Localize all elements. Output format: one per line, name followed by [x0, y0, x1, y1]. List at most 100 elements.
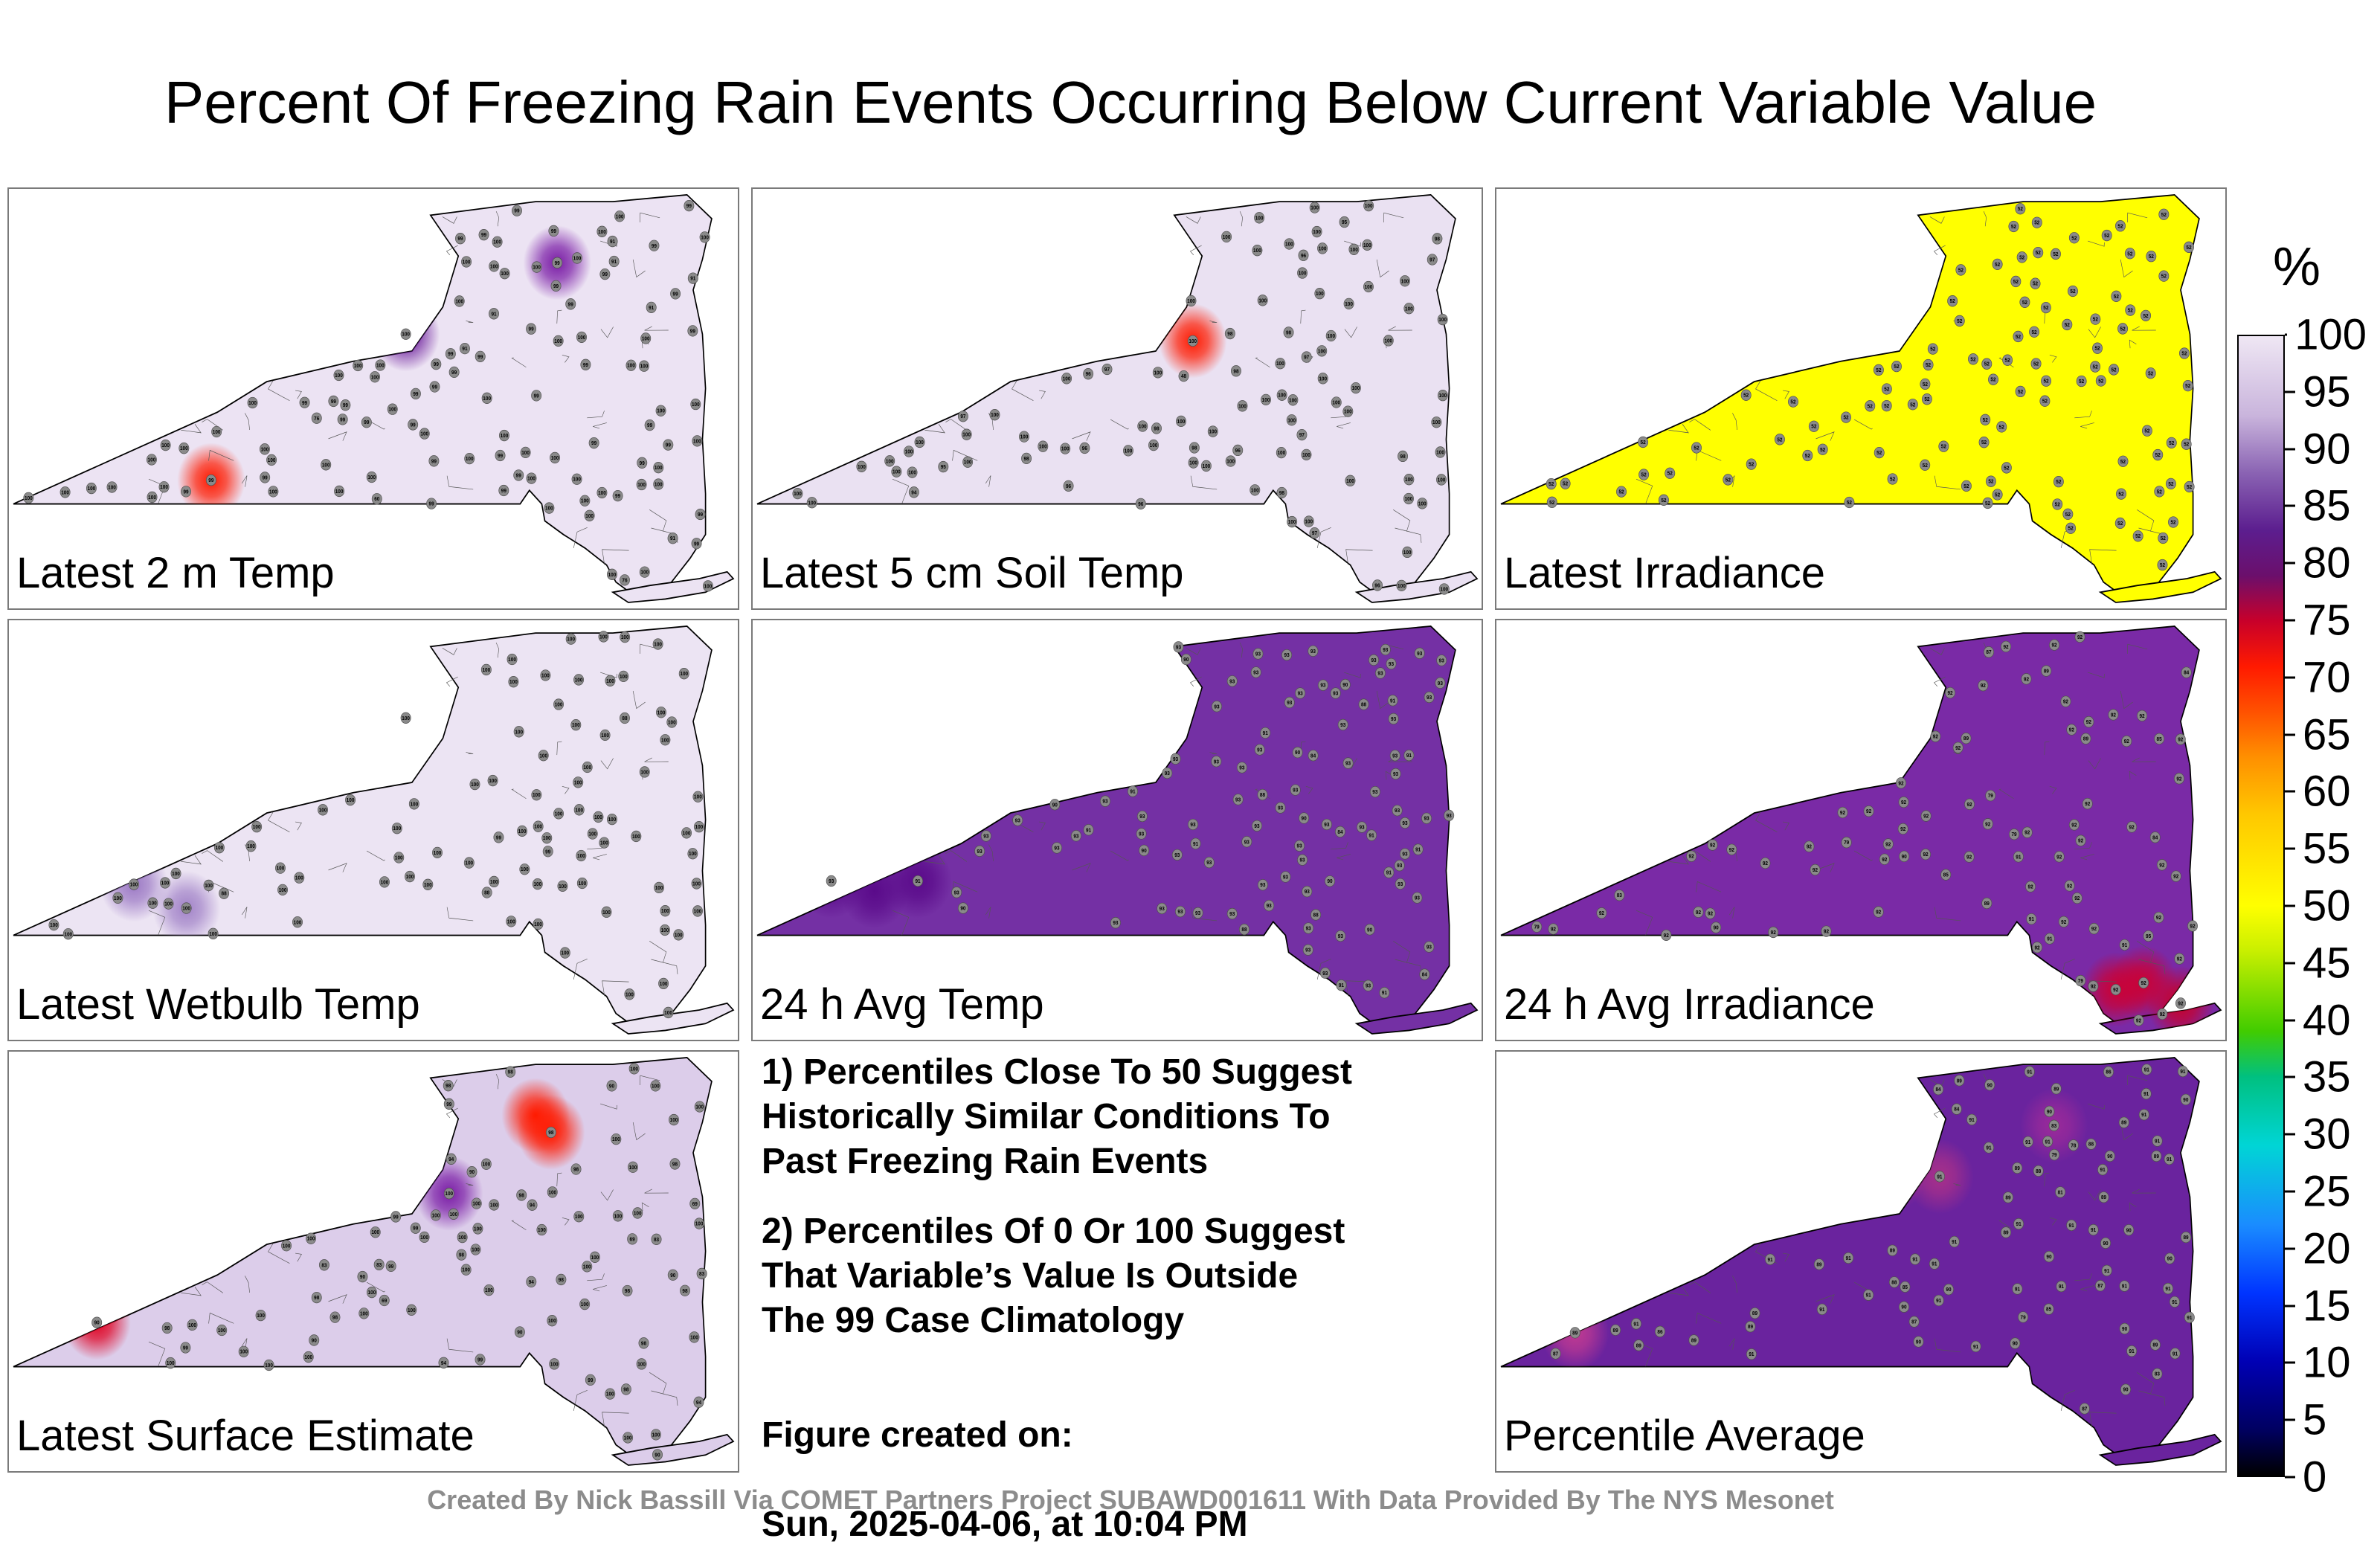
station-value: 100 — [1262, 398, 1270, 403]
station-marker: 99 — [531, 390, 542, 402]
station-value: 92 — [2071, 823, 2077, 828]
station-marker: 91 — [1366, 829, 1377, 841]
station-marker: 91 — [2026, 913, 2037, 925]
station-marker: 90 — [957, 902, 968, 914]
station-value: 100 — [167, 1361, 175, 1366]
station-marker: 100 — [579, 495, 591, 506]
station-value: 92 — [2159, 863, 2164, 868]
station-marker: 52 — [2116, 488, 2126, 500]
station-value: 52 — [1847, 501, 1852, 506]
station-marker: 92 — [2082, 797, 2093, 810]
station-marker: 100 — [517, 825, 527, 837]
station-value: 100 — [637, 483, 646, 488]
station-marker: 93 — [1337, 718, 1348, 731]
station-marker: 100 — [623, 1432, 634, 1444]
station-value: 100 — [1189, 339, 1197, 344]
station-value: 52 — [2128, 308, 2133, 313]
station-value: 100 — [295, 875, 303, 881]
station-value: 85 — [2157, 737, 2162, 742]
station-value: 99 — [183, 1345, 188, 1351]
station-marker: 100 — [907, 466, 918, 478]
station-value: 91 — [2015, 1287, 2020, 1292]
station-value: 93 — [1073, 834, 1078, 839]
station-value: 87 — [2097, 1284, 2103, 1289]
station-marker: 91 — [607, 235, 618, 248]
station-marker: 88 — [2033, 1165, 2044, 1177]
station-value: 92 — [2178, 737, 2183, 742]
station-value: 99 — [481, 233, 486, 238]
station-marker: 100 — [593, 811, 604, 823]
station-marker: 100 — [1187, 335, 1198, 347]
station-value: 98 — [1400, 454, 1406, 460]
station-marker: 96 — [1298, 249, 1309, 261]
station-value: 90 — [2126, 1228, 2132, 1233]
station-marker: 93 — [1295, 687, 1306, 699]
station-marker: 98 — [161, 1322, 173, 1334]
long-island-outline — [2098, 570, 2222, 603]
station-value: 52 — [1990, 377, 1995, 382]
station-value: 100 — [616, 214, 624, 219]
station-value: 100 — [360, 1311, 368, 1316]
station-value: 98 — [1154, 426, 1159, 431]
station-value: 91 — [1912, 1257, 1917, 1262]
station-marker: 100 — [884, 455, 895, 467]
station-value: 83 — [2155, 1371, 2160, 1377]
station-value: 90 — [1142, 849, 1147, 854]
station-marker: 100 — [553, 698, 565, 710]
station-marker: 100 — [1403, 492, 1414, 505]
colorbar-tick: 25 — [2285, 1167, 2367, 1217]
colorbar-tick: 85 — [2285, 481, 2367, 531]
station-value: 92 — [2061, 920, 2066, 925]
station-value: 100 — [261, 447, 269, 452]
station-value: 93 — [1359, 825, 1364, 830]
station-value: 52 — [1749, 462, 1754, 467]
station-marker: 100 — [470, 1244, 481, 1255]
station-marker: 91 — [1933, 1294, 1944, 1307]
station-value: 100 — [347, 798, 355, 803]
station-marker: 100 — [553, 808, 565, 820]
station-marker: 91 — [1631, 1318, 1641, 1330]
station-marker: 100 — [692, 791, 704, 803]
station-value: 97 — [1429, 257, 1435, 263]
station-marker: 91 — [646, 301, 657, 314]
station-value: 100 — [704, 584, 713, 589]
station-marker: 90 — [466, 1166, 477, 1178]
station-marker: 100 — [1417, 498, 1428, 509]
station-marker: 100 — [1325, 329, 1337, 342]
station-value: 100 — [130, 882, 138, 887]
station-value: 52 — [2071, 236, 2077, 241]
station-value: 100 — [612, 1137, 620, 1142]
station-marker: 93 — [1203, 856, 1215, 869]
station-value: 100 — [1020, 434, 1029, 440]
station-value: 99 — [446, 1102, 451, 1107]
station-marker: 85 — [2043, 1303, 2054, 1315]
station-value: 100 — [692, 881, 701, 887]
station-value: 99 — [498, 454, 503, 459]
station-marker: 93 — [1250, 666, 1261, 678]
station-marker: 99 — [429, 381, 440, 393]
station-marker: 84 — [1419, 968, 1430, 980]
station-value: 100 — [683, 831, 691, 836]
station-value: 100 — [161, 443, 170, 448]
station-marker: 93 — [1412, 892, 1423, 904]
station-marker: 100 — [565, 633, 576, 645]
station-marker: 90 — [1984, 1079, 1995, 1091]
station-marker: 92 — [1768, 926, 1779, 939]
station-marker: 99 — [408, 419, 419, 431]
station-marker: 100 — [1207, 425, 1218, 437]
station-marker: 84 — [1334, 826, 1345, 837]
station-marker: 98 — [680, 1284, 690, 1296]
station-marker: 100 — [638, 360, 649, 372]
colorbar-tick-label: 20 — [2303, 1224, 2351, 1273]
station-value: 98 — [641, 1341, 646, 1346]
station-marker: 92 — [2156, 859, 2167, 871]
station-marker: 92 — [2138, 977, 2149, 989]
station-value: 100 — [239, 1350, 248, 1355]
station-value: 100 — [88, 486, 96, 492]
station-marker: 100 — [263, 1359, 274, 1371]
station-marker: 90 — [2104, 1150, 2115, 1162]
station-marker: 52 — [2095, 375, 2106, 387]
station-value: 99 — [551, 229, 556, 234]
station-value: 100 — [458, 1235, 466, 1241]
station-value: 99 — [690, 329, 695, 334]
